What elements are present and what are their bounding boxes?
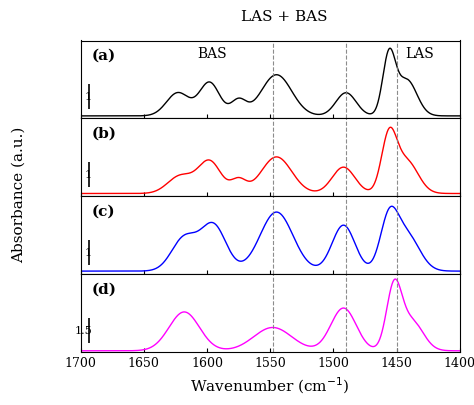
X-axis label: Wavenumber (cm$^{-1}$): Wavenumber (cm$^{-1}$) — [191, 376, 350, 396]
Text: (a): (a) — [92, 48, 116, 62]
Text: LAS + BAS: LAS + BAS — [241, 10, 328, 24]
Text: 1.5: 1.5 — [74, 326, 92, 335]
Text: BAS: BAS — [197, 47, 227, 61]
Text: (d): (d) — [92, 282, 117, 296]
Text: 1: 1 — [85, 170, 92, 179]
Text: (c): (c) — [92, 204, 116, 218]
Text: Absorbance (a.u.): Absorbance (a.u.) — [12, 126, 26, 262]
Text: (b): (b) — [92, 126, 117, 140]
Text: 1: 1 — [85, 247, 92, 258]
Text: LAS: LAS — [405, 47, 434, 61]
Text: 1: 1 — [85, 92, 92, 102]
